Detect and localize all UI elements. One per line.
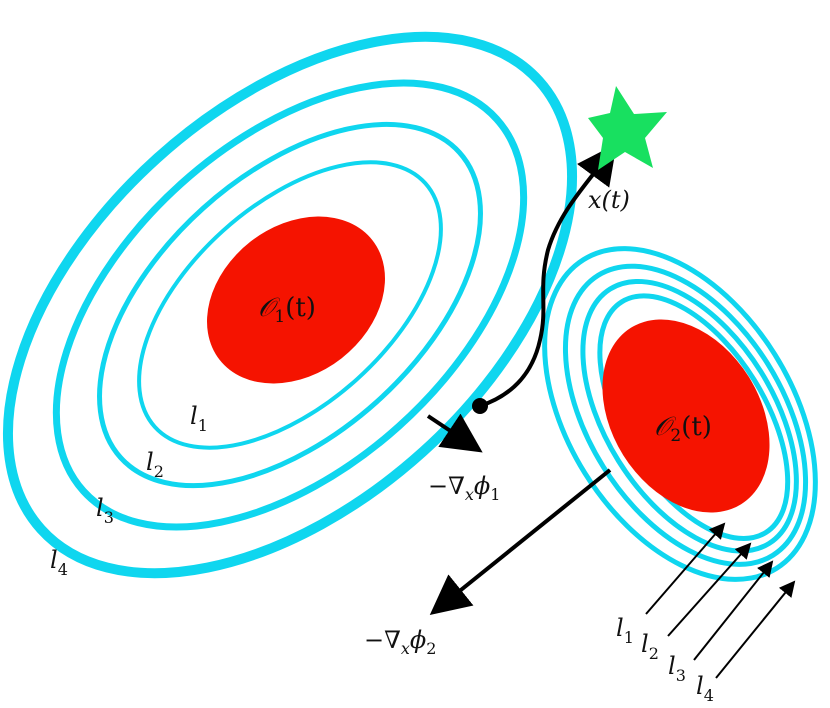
gradient-label-phi2: −∇xϕ2 bbox=[364, 626, 436, 658]
obstacle2-label-l4: l4 bbox=[696, 672, 714, 705]
obstacle1-label-l4: l4 bbox=[50, 546, 68, 579]
obstacle1-label: 𝒪1(t) bbox=[258, 293, 316, 327]
obstacle1-level-l2 bbox=[97, 121, 483, 489]
gradient-arrow-phi2 bbox=[429, 468, 612, 616]
obstacle2-level-l3 bbox=[562, 263, 809, 567]
obstacle2-level-pointers bbox=[645, 522, 796, 679]
obstacle1-label-l2: l2 bbox=[146, 448, 164, 481]
obstacle1-label-l1: l1 bbox=[190, 402, 208, 435]
obstacle2-level-l4 bbox=[542, 246, 818, 582]
pointer-arrow-l1 bbox=[645, 522, 726, 615]
trajectory-label: x(t) bbox=[588, 186, 630, 214]
dot-icon bbox=[472, 398, 488, 414]
gradient-label-phi1: −∇xϕ1 bbox=[428, 472, 500, 504]
obstacle2-label-l2: l2 bbox=[641, 630, 659, 663]
pointer-arrow-l4 bbox=[715, 580, 796, 679]
obstacle2-label: 𝒪2(t) bbox=[654, 412, 712, 446]
obstacle2-label-l3: l3 bbox=[668, 652, 686, 685]
obstacle2-level-l2 bbox=[580, 278, 799, 554]
pointer-arrow-l2 bbox=[667, 542, 752, 637]
trajectory-path bbox=[479, 143, 617, 408]
obstacle2-label-l1: l1 bbox=[616, 614, 634, 647]
obstacle1-level-l3 bbox=[52, 79, 528, 531]
obstacle1-label-l3: l3 bbox=[96, 494, 114, 527]
obstacle1-level-l1 bbox=[137, 160, 443, 450]
gradient-arrow-phi1 bbox=[426, 413, 483, 453]
pointer-arrow-l3 bbox=[693, 560, 774, 661]
obstacle2-body bbox=[602, 319, 770, 513]
obstacle1-body bbox=[207, 216, 385, 384]
star-icon bbox=[588, 86, 667, 170]
obstacle1-level-l4 bbox=[2, 31, 578, 579]
obstacle1-level-sets bbox=[2, 31, 578, 579]
